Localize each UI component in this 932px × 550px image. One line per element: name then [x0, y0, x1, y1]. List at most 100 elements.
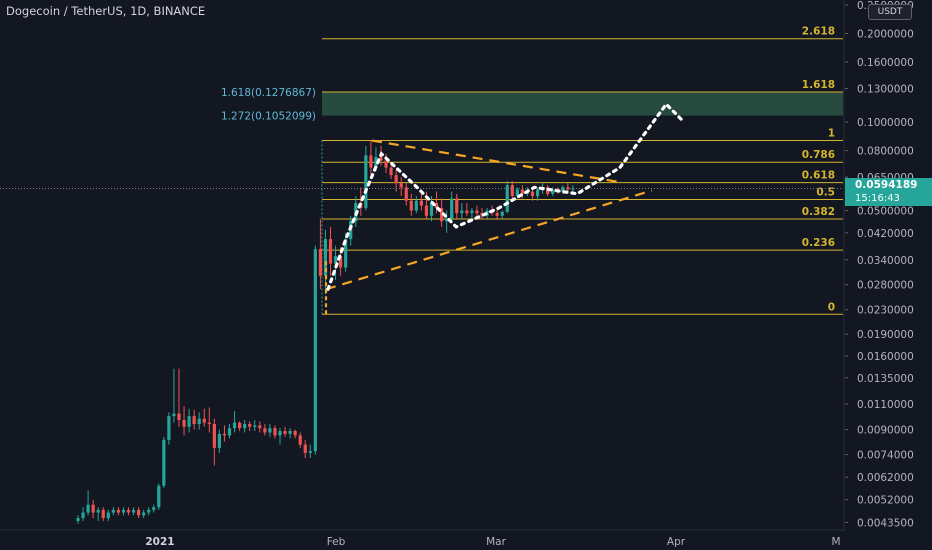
- drawings-layer[interactable]: [0, 101, 843, 315]
- candle-body: [126, 509, 131, 513]
- candle-body: [344, 239, 348, 268]
- y-tick-label: 0.0110000: [857, 399, 914, 411]
- candle-body: [303, 444, 307, 453]
- candle-body: [561, 187, 565, 192]
- y-tick-label: 0.0090000: [857, 425, 914, 437]
- y-tick-label: 0.1300000: [857, 84, 914, 96]
- candle-body: [76, 518, 80, 521]
- candle-body: [101, 509, 105, 519]
- fib-level-label: 1.618: [802, 79, 835, 91]
- candle-body: [227, 428, 232, 436]
- candle-body: [86, 504, 90, 513]
- y-tick-label: 0.1600000: [857, 57, 914, 69]
- candle-body: [404, 187, 408, 201]
- candle-body: [318, 249, 322, 276]
- fib-extension-label: 1.618(0.1276867): [221, 87, 316, 99]
- candle-body: [268, 428, 272, 433]
- triangle-lower-line: [325, 189, 653, 291]
- candle-body: [253, 425, 257, 427]
- candle-body: [212, 424, 216, 448]
- x-tick-label: Apr: [667, 536, 686, 548]
- symbol-title[interactable]: Dogecoin / TetherUS, 1D, BINANCE: [6, 4, 206, 18]
- fib-level-label: 2.618: [802, 26, 835, 38]
- fib-level-label: 0: [828, 301, 835, 313]
- candle-body: [283, 431, 287, 434]
- candle-body: [137, 509, 141, 516]
- candle-body: [258, 425, 262, 429]
- y-tick-label: 0.0500000: [857, 206, 914, 218]
- triangle-upper-line: [371, 139, 623, 184]
- y-tick-label: 0.0230000: [857, 305, 914, 317]
- candle-body: [424, 205, 429, 216]
- candle-body: [167, 416, 171, 440]
- x-tick-label: Feb: [327, 536, 346, 548]
- candle-body: [470, 210, 474, 214]
- candle-body: [243, 424, 247, 429]
- candle-body: [91, 504, 95, 513]
- candle-body: [147, 509, 151, 513]
- candle-body: [222, 433, 227, 436]
- last-price-tag: 0.0594189 15:16:43: [845, 178, 932, 206]
- fib-level-label: 0.618: [802, 170, 835, 182]
- candle-body: [308, 451, 312, 453]
- time-axis[interactable]: 2021 Feb Mar Apr M: [0, 529, 844, 548]
- candle-body: [434, 203, 439, 209]
- projection-path: [326, 101, 686, 291]
- y-tick-label: 0.0043500: [857, 517, 914, 529]
- y-tick-label: 0.0340000: [857, 255, 914, 267]
- price-axis[interactable]: 0.25000000.20000000.16000000.13000000.10…: [843, 0, 914, 530]
- candle-body: [152, 507, 156, 510]
- candle-body: [172, 413, 176, 417]
- candle-body: [515, 189, 519, 197]
- y-tick-label: 0.0052000: [857, 495, 914, 507]
- fib-retracement-layer[interactable]: 0 0.236 0.382 0.5 0.618 0.786 1 1.618 2.618 1.618…: [221, 26, 843, 315]
- candle-body: [379, 157, 383, 161]
- candle-body: [157, 485, 161, 508]
- candle-body: [475, 210, 479, 214]
- candle-body: [248, 424, 252, 427]
- fib-extension-zone: [322, 92, 843, 116]
- candle-body: [450, 198, 454, 219]
- candle-body: [409, 200, 413, 211]
- candle-body: [500, 211, 504, 216]
- candle-body: [455, 198, 459, 214]
- bar-countdown: 15:16:43: [855, 193, 900, 204]
- candle-body: [81, 512, 85, 519]
- candle-body: [273, 428, 277, 436]
- candle-body: [389, 167, 393, 176]
- candle-body: [399, 183, 403, 188]
- candle-body: [202, 418, 206, 423]
- candle-body: [551, 189, 555, 194]
- currency-button[interactable]: USDT: [868, 4, 912, 20]
- y-tick-label: 0.0062000: [857, 472, 914, 484]
- y-tick-label: 0.0074000: [857, 450, 914, 462]
- fib-level-label: 1: [828, 128, 835, 140]
- candle-body: [197, 418, 201, 425]
- candle-body: [142, 512, 146, 516]
- candle-body: [429, 203, 434, 216]
- candle-body: [333, 256, 338, 264]
- candle-body: [369, 155, 373, 168]
- y-tick-label: 0.0135000: [857, 373, 914, 385]
- candle-body: [232, 422, 237, 429]
- y-tick-label: 0.2000000: [857, 29, 914, 41]
- candle-body: [419, 200, 423, 206]
- candle-body: [182, 420, 186, 427]
- candle-body: [535, 189, 540, 197]
- candle-body: [328, 239, 333, 264]
- candle-body: [510, 185, 514, 197]
- candle-body: [96, 509, 100, 513]
- candle-body: [298, 435, 302, 445]
- candle-body: [460, 210, 464, 214]
- candle-body: [571, 188, 575, 190]
- candle-body: [339, 256, 343, 268]
- candle-body: [520, 189, 524, 194]
- candle-body: [207, 422, 211, 425]
- y-tick-label: 0.0190000: [857, 329, 914, 341]
- candle-body: [445, 218, 449, 222]
- candle-body: [414, 200, 418, 211]
- x-tick-label: M: [831, 536, 840, 548]
- candle-body: [263, 428, 267, 433]
- y-tick-label: 0.0800000: [857, 146, 914, 158]
